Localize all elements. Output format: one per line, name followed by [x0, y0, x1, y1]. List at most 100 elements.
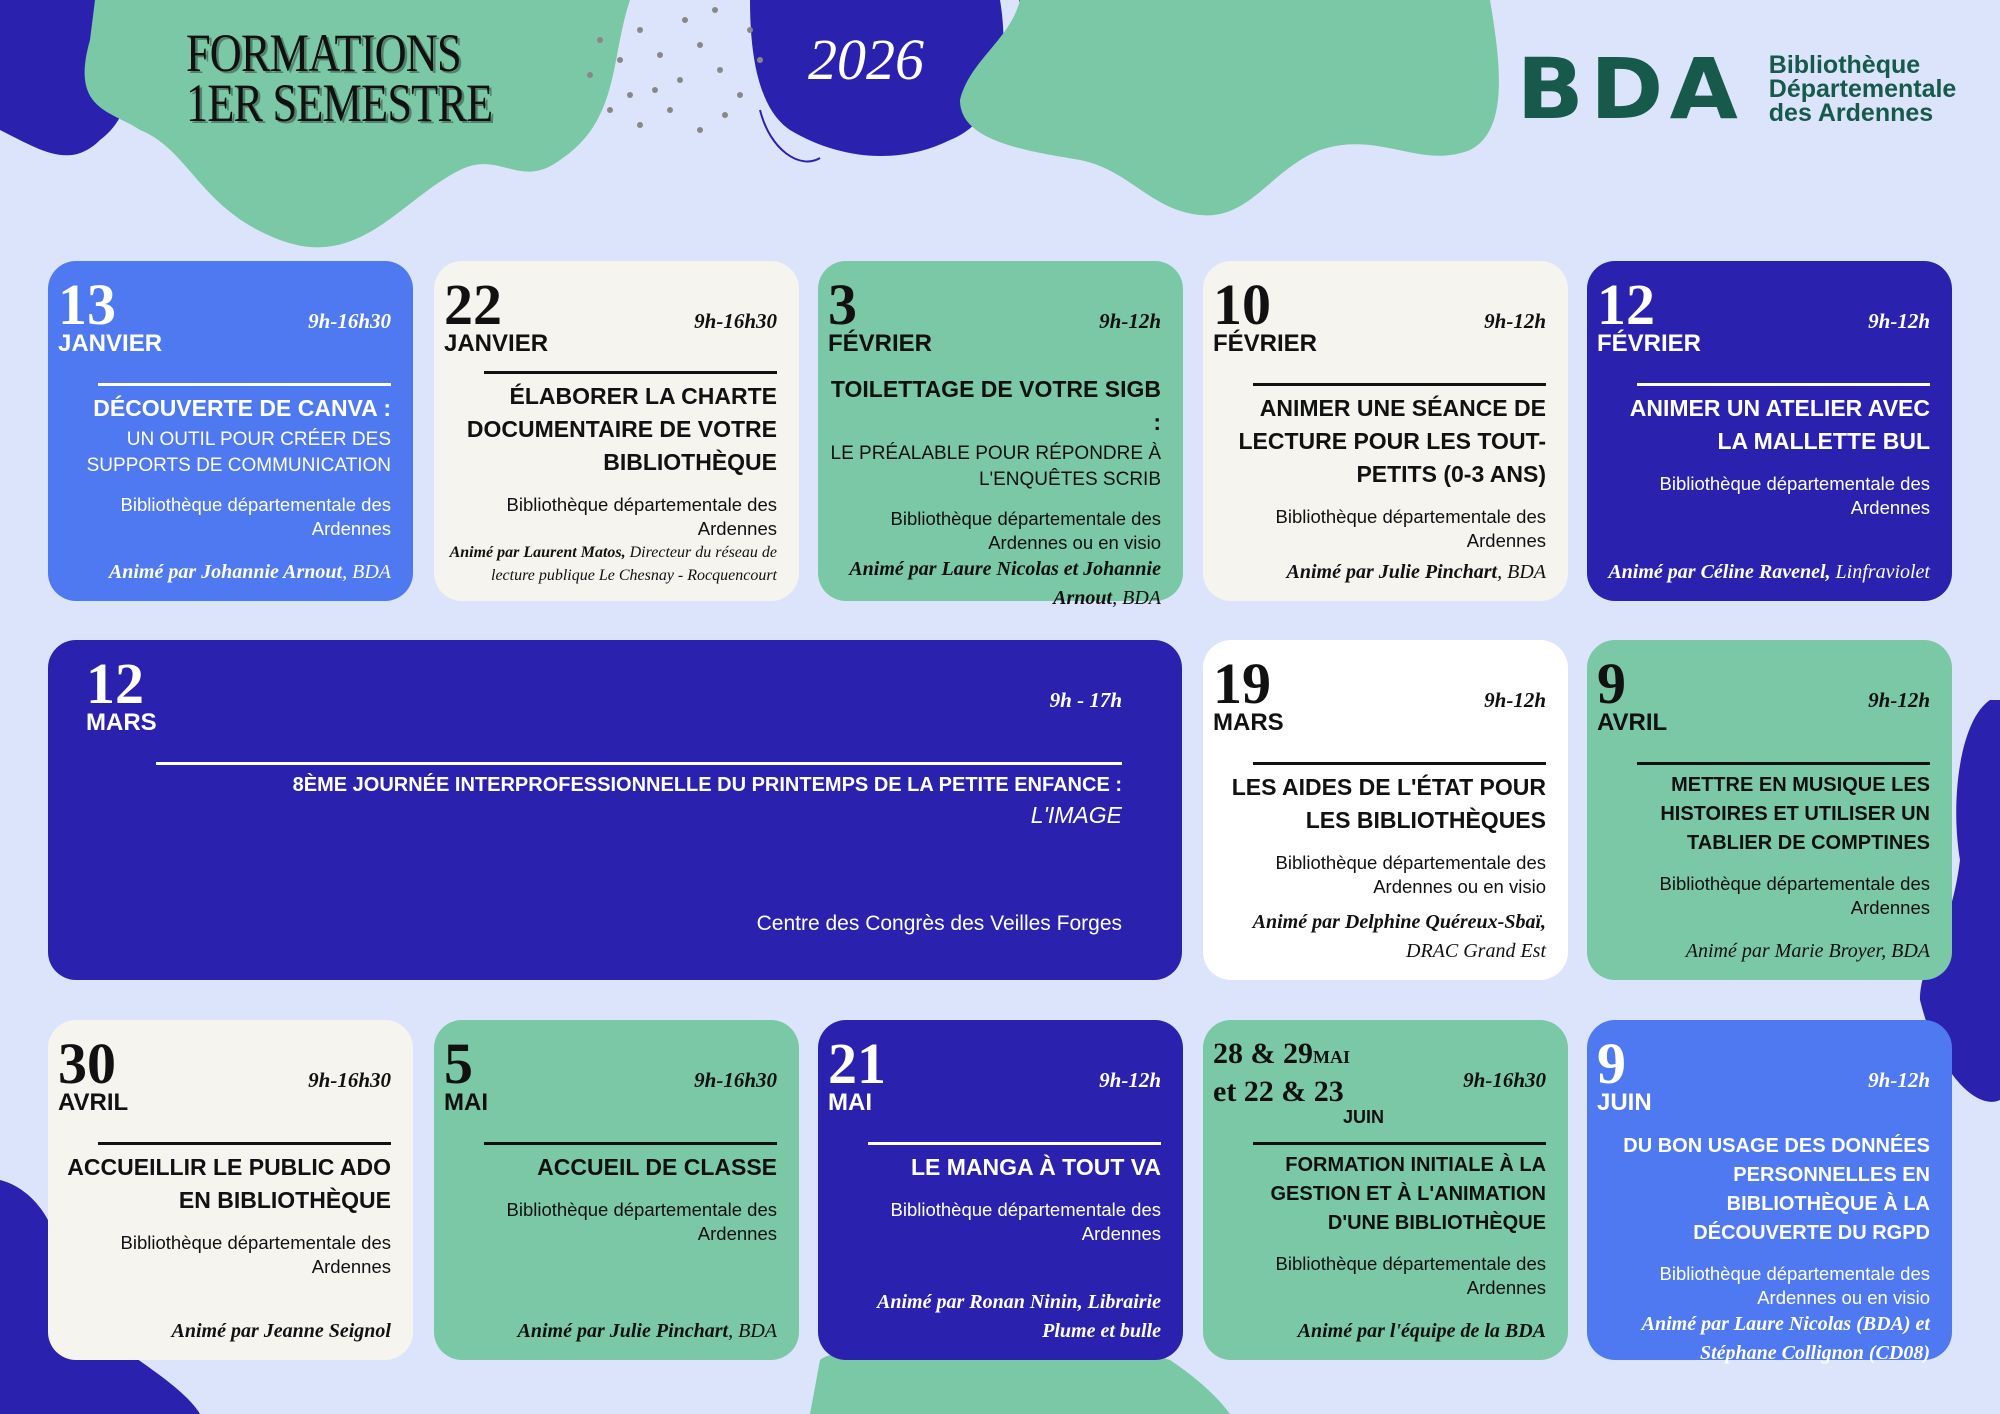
- logo-mark: BDA: [1516, 40, 1745, 138]
- event-day: 22: [444, 272, 502, 337]
- animator-name: Animé par Céline Ravenel,: [1608, 561, 1831, 583]
- logo-line-2: Départementale: [1768, 75, 1957, 103]
- event-day: 12: [86, 651, 144, 716]
- animator-name: Animé par Laurent Matos,: [449, 544, 626, 561]
- event-animator: Animé par Jeanne Seignol: [58, 1317, 391, 1346]
- event-card[interactable]: 12 FÉVRIER 9h-12h ANIMER UN ATELIER AVEC LA…: [1587, 261, 1952, 601]
- event-day: 28 & 29MAI: [1213, 1038, 1546, 1070]
- event-title: ANIMER UNE SÉANCE DE LECTURE POUR LES TO…: [1238, 395, 1546, 487]
- event-card[interactable]: 19 MARS 9h-12h LES AIDES DE L'ÉTAT POUR LES…: [1203, 640, 1568, 980]
- event-location: Bibliothèque départementale des Ardennes: [1275, 506, 1547, 551]
- animator-affiliation: Animé par Marie Broyer, BDA: [1685, 940, 1930, 962]
- event-time: 9h-12h: [1868, 1068, 1930, 1092]
- event-time: 9h-12h: [1868, 688, 1930, 712]
- event-card[interactable]: 9 AVRIL 9h-12h METTRE EN MUSIQUE LES HISTOI…: [1587, 640, 1952, 980]
- event-time: 9h - 17h: [1049, 688, 1122, 712]
- event-location: Bibliothèque départementale des Ardennes: [120, 494, 392, 539]
- event-card[interactable]: 12 MARS 9h - 17h 8ÈME JOURNÉE INTERPROFESSI…: [48, 640, 1182, 980]
- bda-logo: BDA Bibliothèque Départementale des Arde…: [1517, 40, 1957, 138]
- event-time: 9h-12h: [1484, 309, 1546, 333]
- animator-name: Animé par Laure Nicolas et Johannie Arno…: [849, 558, 1161, 609]
- event-month: MAI: [444, 1089, 488, 1116]
- event-card[interactable]: 9 JUIN 9h-12h DU BON USAGE DES DONNÉES PERS…: [1587, 1020, 1952, 1364]
- card-header: 28 & 29MAI et 22 & 23 JUIN 9h-16h30: [1213, 1032, 1546, 1132]
- event-month-2: JUIN: [1343, 1107, 1385, 1127]
- animator-name: Animé par Julie Pinchart: [1286, 561, 1498, 583]
- event-day-2-text: et 22 & 23: [1213, 1075, 1344, 1108]
- event-card[interactable]: 28 & 29MAI et 22 & 23 JUIN 9h-16h30 FORMATIO…: [1203, 1020, 1568, 1360]
- event-title: ACCUEILLIR LE PUBLIC ADO EN BIBLIOTHÈQUE: [67, 1154, 391, 1213]
- event-time: 9h-12h: [1099, 309, 1161, 333]
- event-title: 8ÈME JOURNÉE INTERPROFESSIONNELLE DU PRI…: [292, 774, 1122, 796]
- event-time: 9h-16h30: [308, 1068, 391, 1092]
- event-title: ACCUEIL DE CLASSE: [537, 1154, 777, 1180]
- event-time: 9h-12h: [1099, 1068, 1161, 1092]
- animator-affiliation: , BDA: [342, 561, 391, 583]
- event-title: FORMATION INITIALE À LA GESTION ET À L'A…: [1270, 1154, 1547, 1234]
- event-card[interactable]: 21 MAI 9h-12h LE MANGA À TOUT VA Bibliothèqu…: [818, 1020, 1183, 1360]
- divider: [98, 1142, 391, 1145]
- event-day: 10: [1213, 272, 1271, 337]
- event-month: JUIN: [1597, 1089, 1652, 1116]
- card-header: 9 AVRIL 9h-12h: [1597, 652, 1930, 752]
- event-card[interactable]: 3 FÉVRIER 9h-12h TOILETTAGE DE VOTRE SIGB :…: [818, 261, 1183, 609]
- event-day: 21: [828, 1031, 886, 1096]
- event-day: 3: [828, 272, 857, 337]
- event-animator: Animé par Ronan Ninin, Librairie Plume e…: [828, 1288, 1161, 1346]
- event-title: DU BON USAGE DES DONNÉES PERSONNELLES EN…: [1623, 1135, 1930, 1244]
- event-card[interactable]: 10 FÉVRIER 9h-12h ANIMER UNE SÉANCE DE LECT…: [1203, 261, 1568, 601]
- event-card[interactable]: 13 JANVIER 9h-16h30 DÉCOUVERTE DE CANVA : UN…: [48, 261, 413, 601]
- event-day: 12: [1597, 272, 1655, 337]
- animator-name: Animé par Johannie Arnout: [108, 561, 343, 583]
- event-card[interactable]: 30 AVRIL 9h-16h30 ACCUEILLIR LE PUBLIC ADO …: [48, 1020, 413, 1360]
- event-card[interactable]: 22 JANVIER 9h-16h30 ÉLABORER LA CHARTE DOCU…: [434, 261, 799, 601]
- event-time: 9h-16h30: [694, 1068, 777, 1092]
- card-header: 3 FÉVRIER 9h-12h: [828, 273, 1161, 357]
- event-month: AVRIL: [58, 1089, 129, 1116]
- animator-name: Animé par Ronan Ninin, Librairie Plume e…: [877, 1291, 1161, 1342]
- event-day-1: 28 & 29: [1213, 1037, 1313, 1070]
- event-day: 30: [58, 1031, 116, 1096]
- animator-name: Animé par Jeanne Seignol: [171, 1320, 391, 1342]
- event-title: LE MANGA À TOUT VA: [910, 1154, 1161, 1180]
- animator-affiliation: , BDA: [1497, 561, 1546, 583]
- event-animator: Animé par Céline Ravenel, Linfraviolet: [1597, 558, 1930, 587]
- event-animator: Animé par Johannie Arnout, BDA: [58, 558, 391, 587]
- divider: [868, 1142, 1161, 1145]
- event-title: TOILETTAGE DE VOTRE SIGB :: [830, 376, 1161, 435]
- divider: [98, 383, 391, 386]
- event-time: 9h-16h30: [1463, 1068, 1546, 1092]
- card-header: 19 MARS 9h-12h: [1213, 652, 1546, 752]
- event-location: Bibliothèque départementale des Ardennes: [1275, 1253, 1547, 1298]
- divider: [484, 1142, 777, 1145]
- event-month: MARS: [86, 709, 157, 736]
- event-location: Bibliothèque départementale des Ardennes: [890, 1199, 1162, 1244]
- card-header: 13 JANVIER 9h-16h30: [58, 273, 391, 373]
- event-location: Bibliothèque départementale des Ardennes: [506, 494, 778, 539]
- card-header: 21 MAI 9h-12h: [828, 1032, 1161, 1132]
- divider: [1637, 762, 1930, 765]
- event-title: ANIMER UN ATELIER AVEC LA MALLETTE BUL: [1629, 395, 1930, 454]
- card-header: 9 JUIN 9h-12h: [1597, 1032, 1930, 1116]
- event-month: FÉVRIER: [1597, 330, 1702, 357]
- event-day: 9: [1597, 651, 1626, 716]
- event-location: Bibliothèque départementale des Ardennes: [120, 1232, 392, 1277]
- event-title: DÉCOUVERTE DE CANVA :: [93, 395, 391, 421]
- event-day: 19: [1213, 651, 1271, 716]
- event-time: 9h-12h: [1868, 309, 1930, 333]
- logo-text: Bibliothèque Départementale des Ardennes: [1768, 53, 1957, 126]
- event-animator: Animé par Laure Nicolas et Johannie Arno…: [828, 555, 1161, 613]
- event-time: 9h-16h30: [308, 309, 391, 333]
- animator-affiliation: , BDA: [728, 1320, 777, 1342]
- animator-affiliation: , BDA: [1112, 587, 1161, 609]
- divider: [1253, 762, 1546, 765]
- event-subtitle: L'IMAGE: [1030, 802, 1122, 828]
- event-day: 13: [58, 272, 116, 337]
- event-card[interactable]: 5 MAI 9h-16h30 ACCUEIL DE CLASSE Bibliothèqu…: [434, 1020, 799, 1360]
- divider: [484, 371, 777, 374]
- event-animator: Animé par Laure Nicolas (BDA) et Stéphan…: [1597, 1310, 1930, 1368]
- divider: [1253, 1142, 1546, 1145]
- title-line-1: FORMATIONS: [186, 23, 462, 83]
- event-subtitle: LE PRÉALABLE POUR RÉPONDRE À L'ENQUÊTES …: [830, 443, 1162, 490]
- animator-name: Animé par Delphine Quéreux-Sbaï,: [1252, 911, 1546, 933]
